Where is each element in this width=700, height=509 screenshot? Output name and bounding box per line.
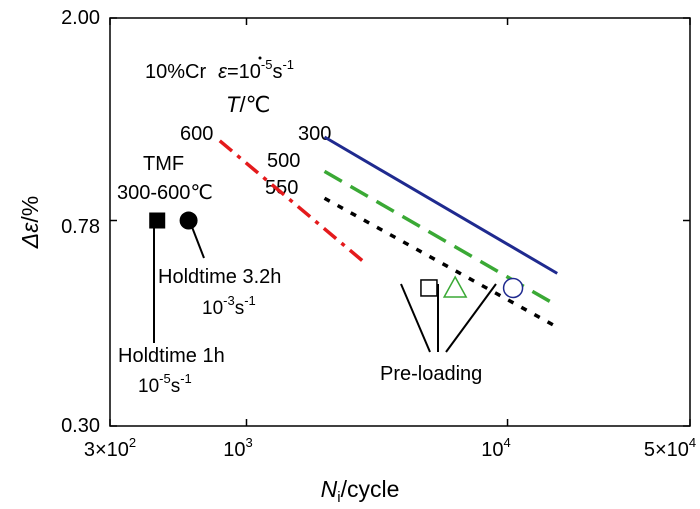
temperature-legend-title: T/℃ [226,92,270,117]
tmf-label: TMF [143,153,184,175]
preload-point-circle [502,277,524,299]
tmf-point-holdtime-3.2h [179,211,198,230]
y-axis-title: Δε/% [17,196,43,249]
leader-line-preload-circle [445,283,497,353]
series-line-300 [323,135,558,275]
axis-ticks [109,17,691,427]
x-tick-label-50000: 5×104 [644,435,696,461]
plot-frame [109,17,691,427]
series-line-600 [218,139,369,267]
leader-line-preload-square [400,283,431,353]
preload-point-triangle [442,275,468,298]
series-line-550 [323,196,559,329]
y-tick-label-2.00: 2.00 [61,7,100,29]
series-label-300: 300 [298,123,331,145]
series-label-550: 550 [265,177,298,199]
tmf-temperature-label: 300-600℃ [117,182,213,204]
preloading-label: Pre-loading [380,363,482,385]
x-tick-label-10000: 104 [481,435,510,461]
series-label-500: 500 [267,150,300,172]
y-tick-label-0.78: 0.78 [61,216,100,238]
leader-line-holdtime-3.2h [191,226,205,259]
strain-rate-dot [258,56,262,60]
x-tick-label-300: 3×102 [84,435,136,461]
series-label-600: 600 [180,123,213,145]
holdtime-3.2h-label: Holdtime 3.2h [158,266,281,288]
x-tick-label-1000: 103 [223,435,252,461]
preload-point-square [420,279,438,297]
strain-rate-header: 10%Cr ε=10-5s-1 [145,57,294,83]
holdtime-3.2h-rate: 10-3s-1 [202,293,256,319]
holdtime-1h-rate: 10-5s-1 [138,371,192,397]
tmf-point-holdtime-1h [149,212,166,229]
y-tick-label-0.30: 0.30 [61,415,100,437]
holdtime-1h-label: Holdtime 1h [118,345,225,367]
x-axis-title: Ni/cycle [321,476,400,506]
